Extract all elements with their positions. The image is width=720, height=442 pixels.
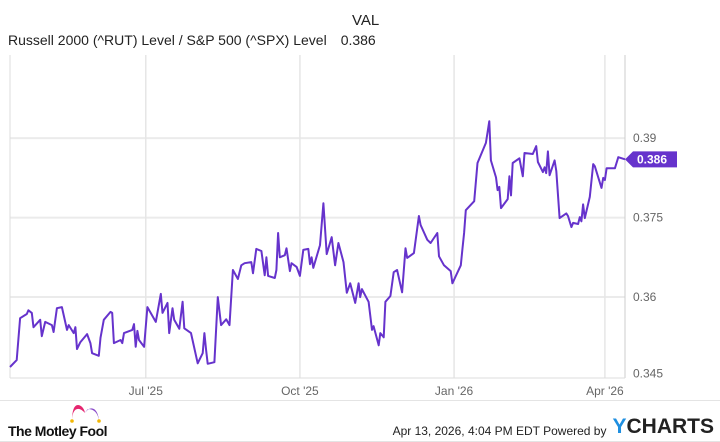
motley-fool-jester-hat-logo	[70, 405, 101, 423]
series-line	[9, 120, 626, 368]
x-tick-label: Oct '25	[281, 384, 319, 398]
timestamp: Apr 13, 2026, 4:04 PM EDT Powered by	[393, 424, 607, 438]
footer: The Motley Fool Apr 13, 2026, 4:04 PM ED…	[0, 400, 720, 442]
y-tick-label: 0.39	[633, 131, 657, 145]
last-value-label: 0.386	[637, 152, 667, 166]
x-tick-label: Jan '26	[435, 384, 474, 398]
ycharts-logo[interactable]: YCHARTS	[612, 415, 714, 439]
legend-row: Russell 2000 (^RUT) Level / S&P 500 (^SP…	[8, 32, 376, 49]
column-header-val: VAL	[352, 12, 380, 29]
footer-right: Apr 13, 2026, 4:04 PM EDT Powered by YCH…	[393, 415, 714, 439]
x-tick-label: Apr '26	[586, 384, 624, 398]
powered-by-text: Powered by	[543, 424, 607, 438]
y-tick-label: 0.345	[633, 367, 663, 381]
motley-fool-brand: The Motley Fool	[8, 423, 108, 439]
last-value-badge	[625, 151, 677, 168]
ycharts-logo-text: CHARTS	[626, 415, 715, 438]
legend-series-name: Russell 2000 (^RUT) Level / S&P 500 (^SP…	[8, 32, 327, 48]
chart: 0.345 0.36 0.375 0.39 Jul '25 Oct '25 Jan '26 A…	[9, 55, 677, 398]
legend-series-value: 0.386	[340, 32, 376, 48]
ycharts-logo-y: Y	[612, 415, 627, 438]
y-tick-label: 0.36	[633, 290, 657, 304]
timestamp-text: Apr 13, 2026, 4:04 PM EDT	[392, 424, 540, 438]
y-tick-label: 0.375	[633, 211, 663, 225]
x-tick-label: Jul '25	[129, 384, 164, 398]
